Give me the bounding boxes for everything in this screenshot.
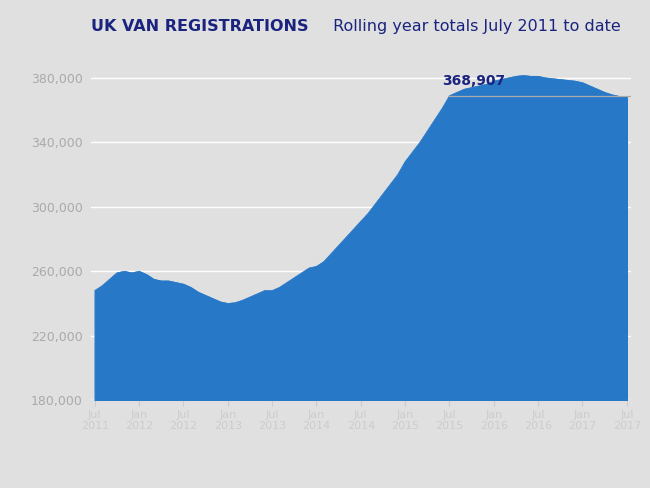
Text: UK VAN REGISTRATIONS: UK VAN REGISTRATIONS <box>91 19 309 34</box>
Text: Rolling year totals July 2011 to date: Rolling year totals July 2011 to date <box>328 19 621 34</box>
Text: 368,907: 368,907 <box>442 74 505 88</box>
